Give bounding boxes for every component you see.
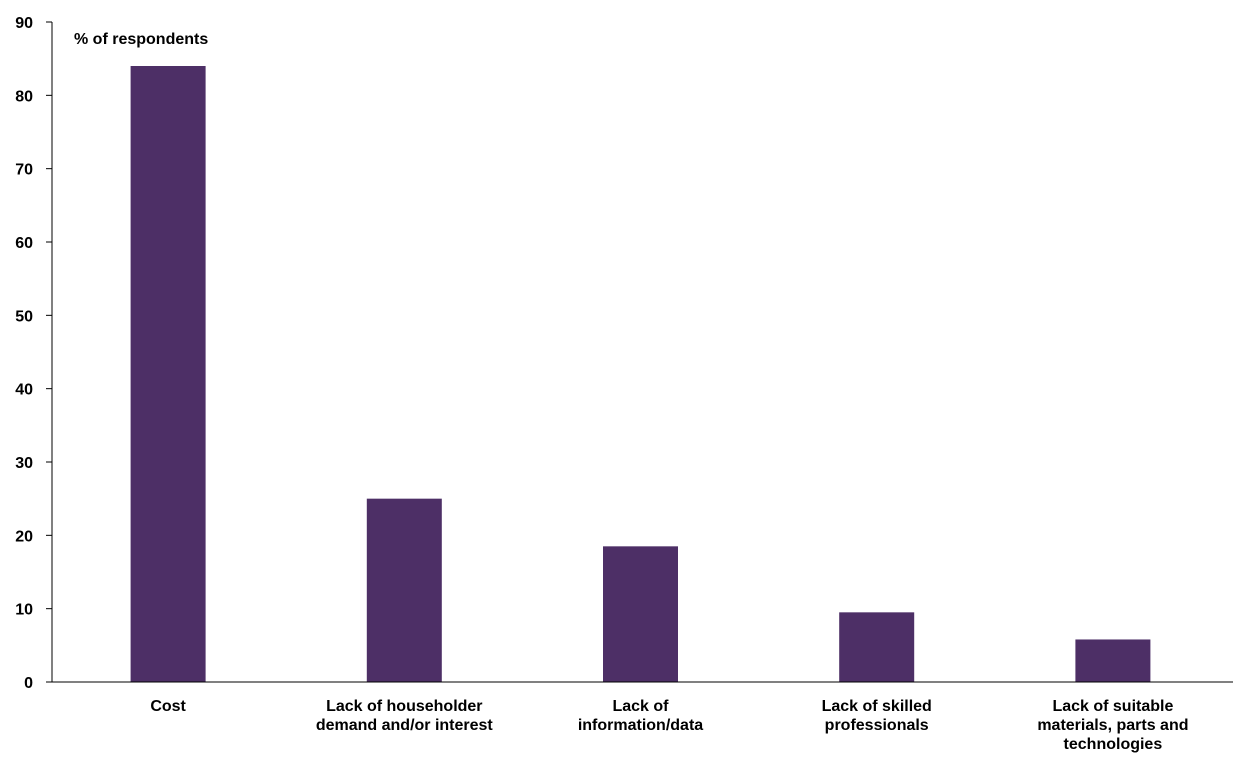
y-tick-label: 30 bbox=[15, 455, 33, 472]
bar bbox=[1075, 639, 1151, 682]
x-category-label: Lack of skilled professionals bbox=[822, 698, 932, 734]
y-tick-label: 90 bbox=[15, 15, 33, 32]
x-category-label-line: Lack of bbox=[612, 698, 669, 715]
x-category-label-line: Lack of suitable bbox=[1052, 698, 1173, 715]
x-category-label-line: demand and/or interest bbox=[316, 717, 494, 734]
y-tick-label: 20 bbox=[15, 528, 33, 545]
bar bbox=[603, 546, 678, 682]
bar bbox=[130, 66, 206, 682]
y-tick-label: 50 bbox=[15, 308, 33, 325]
y-tick-label: 80 bbox=[15, 88, 33, 105]
x-category-label-line: Lack of skilled bbox=[822, 698, 932, 715]
x-category-label: Lack of suitable materials, parts and tech… bbox=[1037, 698, 1188, 753]
x-category-label-line: materials, parts and bbox=[1037, 717, 1188, 734]
bars bbox=[130, 66, 1151, 682]
y-axis-ticks: 0 10 20 30 40 50 60 70 80 90 bbox=[15, 15, 52, 692]
x-category-label: Lack of householder demand and/or interes… bbox=[316, 698, 494, 734]
x-category-label-line: Cost bbox=[150, 698, 186, 715]
x-category-label-line: professionals bbox=[825, 717, 929, 734]
x-category-label-line: information/data bbox=[578, 717, 703, 734]
bar bbox=[839, 612, 915, 682]
bar bbox=[366, 498, 442, 682]
category-labels: Cost Lack of householder demand and/or int… bbox=[150, 698, 1188, 753]
x-category-label-line: technologies bbox=[1064, 736, 1163, 753]
y-tick-label: 10 bbox=[15, 602, 33, 619]
x-category-label-line: Lack of householder bbox=[326, 698, 482, 715]
y-tick-label: 0 bbox=[24, 675, 33, 692]
y-tick-label: 60 bbox=[15, 235, 33, 252]
y-tick-label: 40 bbox=[15, 382, 33, 399]
y-axis-title: % of respondents bbox=[74, 31, 208, 48]
y-tick-label: 70 bbox=[15, 162, 33, 179]
x-category-label: Lack of information/data bbox=[578, 698, 703, 734]
x-category-label: Cost bbox=[150, 698, 186, 715]
